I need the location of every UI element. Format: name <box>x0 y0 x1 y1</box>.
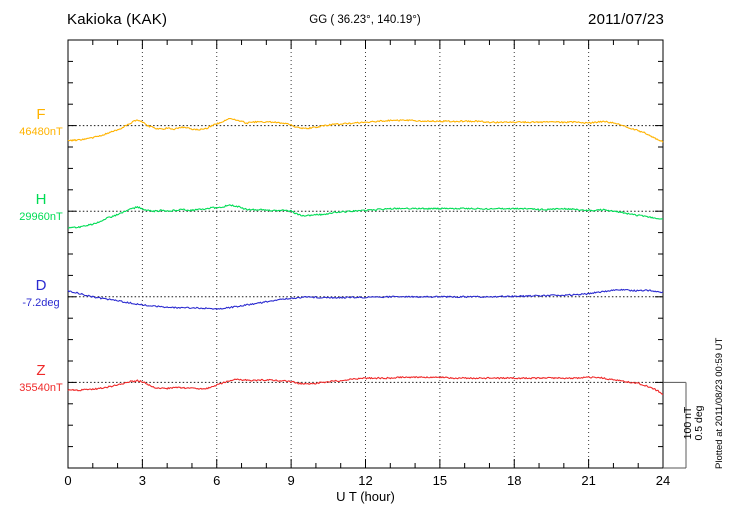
scale-label-deg: 0.5 deg <box>693 405 705 440</box>
trace-D <box>67 288 664 310</box>
channel-label-Z: Z 35540nT <box>8 362 74 395</box>
x-tick-label: 6 <box>213 473 220 488</box>
x-tick-label: 3 <box>139 473 146 488</box>
scale-label-nt: 100 nT <box>682 406 694 439</box>
plot-date: 2011/07/23 <box>588 11 664 28</box>
channel-baseline-Z: 35540nT <box>19 382 63 394</box>
x-tick-label: 0 <box>64 473 71 488</box>
channel-baseline-D: -7.2deg <box>22 297 60 309</box>
x-tick-labels: 0 3 6 9 12 15 18 21 24 <box>64 473 670 488</box>
channel-baseline-H: 29960nT <box>19 211 63 223</box>
geographic-coordinates: GG ( 36.23°, 140.19°) <box>309 14 421 26</box>
x-tick-label: 12 <box>358 473 372 488</box>
channel-label-H: H 29960nT <box>8 191 74 224</box>
traces <box>67 117 664 396</box>
channel-label-F: F 46480nT <box>8 106 74 139</box>
plot-frame <box>67 39 664 469</box>
channel-letter-H: H <box>35 191 47 208</box>
trace-Z <box>67 376 664 396</box>
scale-bar <box>663 381 687 469</box>
station-title: Kakioka (KAK) <box>67 11 168 28</box>
x-tick-label: 15 <box>433 473 447 488</box>
channel-letter-Z: Z <box>36 362 46 379</box>
x-tick-label: 24 <box>656 473 670 488</box>
channel-letter-D: D <box>35 277 47 294</box>
channel-label-D: D -7.2deg <box>8 277 74 310</box>
x-axis-label: U T (hour) <box>336 489 395 504</box>
trace-H <box>67 204 664 229</box>
grid-lines <box>141 40 590 468</box>
x-tick-label: 9 <box>288 473 295 488</box>
plotted-at-note: Plotted at 2011/08/23 00:59 UT <box>714 337 725 469</box>
channel-letter-F: F <box>36 106 46 123</box>
channel-baseline-F: 46480nT <box>19 126 63 138</box>
x-tick-label: 21 <box>581 473 595 488</box>
x-tick-label: 18 <box>507 473 521 488</box>
trace-F <box>67 117 664 143</box>
